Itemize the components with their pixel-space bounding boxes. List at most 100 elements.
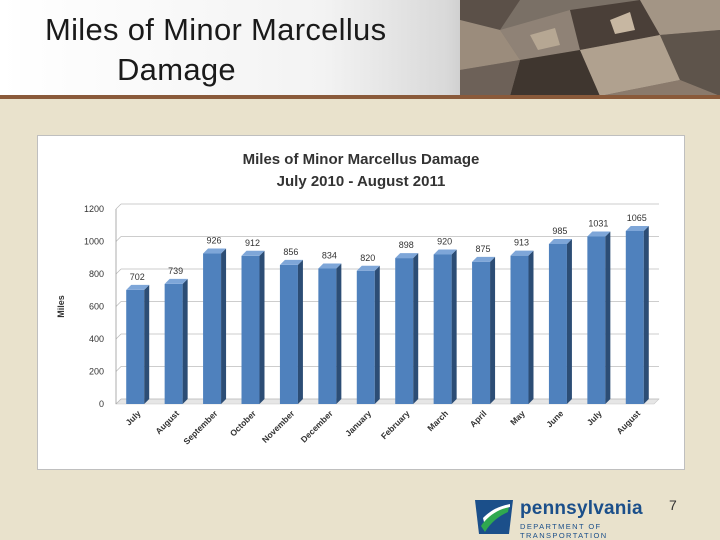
y-axis-label: Miles: [56, 295, 66, 318]
rock-photo: [460, 0, 720, 96]
bar-side: [221, 248, 227, 404]
bar: [164, 283, 183, 404]
data-label: 856: [283, 247, 298, 257]
data-label: 875: [476, 244, 491, 254]
x-tick-label: December: [299, 408, 336, 445]
bar: [472, 261, 491, 404]
slide-header: Miles of Minor Marcellus Damage: [0, 0, 720, 96]
gridline-depth: [115, 366, 122, 372]
bar-top: [241, 250, 265, 256]
data-label: 912: [245, 238, 260, 248]
bar-top: [510, 250, 534, 256]
x-tick-label: August: [614, 408, 642, 436]
bar-top: [356, 265, 380, 271]
data-label: 739: [168, 266, 183, 276]
slide-title-line1: Miles of Minor Marcellus: [45, 12, 387, 47]
bar: [203, 253, 222, 404]
y-tick-label: 200: [89, 367, 104, 377]
gridline-depth: [115, 203, 122, 210]
x-tick-label: November: [260, 408, 297, 445]
x-tick-label: April: [468, 408, 489, 429]
bar-top: [395, 253, 419, 259]
bar-top: [203, 248, 227, 254]
bar-top: [126, 284, 150, 290]
data-label: 920: [437, 237, 452, 247]
bar-side: [374, 265, 380, 404]
bar-side: [259, 250, 265, 404]
y-tick-label: 800: [89, 269, 104, 279]
bar-top: [318, 263, 342, 269]
bar-top: [279, 259, 303, 265]
x-tick-label: January: [343, 408, 373, 438]
y-tick-label: 1200: [84, 204, 104, 214]
bar-top: [472, 256, 496, 262]
bar: [548, 243, 567, 404]
gridline-depth: [115, 236, 122, 242]
bar-side: [297, 259, 303, 404]
bar-side: [528, 250, 534, 404]
data-label: 926: [207, 236, 222, 246]
bar-chart: Miles of Minor Marcellus Damage July 2010…: [56, 151, 660, 447]
data-label: 913: [514, 238, 529, 248]
x-tick-label: October: [228, 408, 259, 439]
page-number: 7: [669, 497, 677, 513]
bar: [587, 236, 606, 404]
bar: [395, 258, 414, 404]
data-label: 1031: [588, 218, 608, 228]
logo-subtitle: DEPARTMENT OF TRANSPORTATION: [520, 522, 608, 540]
bar-side: [413, 253, 419, 404]
y-tick-label: 400: [89, 334, 104, 344]
keystone-icon: [475, 500, 513, 534]
bar-top: [548, 238, 572, 244]
bar: [318, 268, 337, 404]
x-tick-label: February: [379, 408, 412, 441]
slide-title: Miles of Minor Marcellus Damage: [45, 10, 475, 90]
data-label: 1065: [627, 213, 647, 223]
bar: [433, 254, 452, 404]
data-label: 834: [322, 250, 337, 260]
slide-title-line2: Damage: [117, 52, 236, 87]
bar-side: [451, 249, 457, 404]
gridline-depth: [115, 333, 122, 340]
bar-side: [336, 263, 342, 404]
bar: [510, 255, 529, 404]
data-label: 985: [552, 226, 567, 236]
bar: [126, 289, 145, 404]
chart-title: Miles of Minor Marcellus Damage: [243, 151, 480, 168]
data-label: 702: [130, 272, 145, 282]
bar: [241, 255, 260, 404]
bar-side: [182, 278, 188, 404]
chart-subtitle: July 2010 - August 2011: [277, 173, 446, 190]
bar: [279, 264, 298, 404]
data-label: 898: [399, 240, 414, 250]
bar-side: [490, 256, 496, 404]
gridline-depth: [115, 268, 122, 275]
y-tick-label: 0: [99, 399, 104, 409]
x-tick-label: May: [508, 408, 527, 427]
bar-side: [643, 225, 649, 404]
header-divider: [0, 95, 720, 99]
x-tick-label: August: [153, 408, 181, 436]
bar: [356, 270, 375, 404]
bar-side: [605, 231, 611, 404]
x-tick-label: June: [544, 408, 565, 429]
bar-top: [433, 249, 457, 255]
chart-panel: Miles of Minor Marcellus Damage July 2010…: [37, 135, 685, 470]
bar-side: [566, 238, 572, 404]
x-tick-label: September: [181, 408, 220, 447]
data-label: 820: [360, 253, 375, 263]
y-tick-label: 600: [89, 302, 104, 312]
penndot-logo: pennsylvania DEPARTMENT OF TRANSPORTATIO…: [473, 496, 673, 540]
bar-top: [164, 278, 188, 284]
gridline-depth: [115, 301, 122, 307]
bar: [625, 230, 644, 404]
x-tick-label: July: [124, 408, 143, 427]
x-tick-label: July: [585, 408, 604, 427]
bar-top: [587, 231, 611, 237]
y-tick-label: 1000: [84, 237, 104, 247]
x-tick-label: March: [425, 408, 450, 433]
bar-side: [144, 284, 150, 404]
bar-top: [625, 225, 649, 231]
chart-floor: [115, 398, 660, 405]
gridline-depth: [115, 398, 122, 405]
